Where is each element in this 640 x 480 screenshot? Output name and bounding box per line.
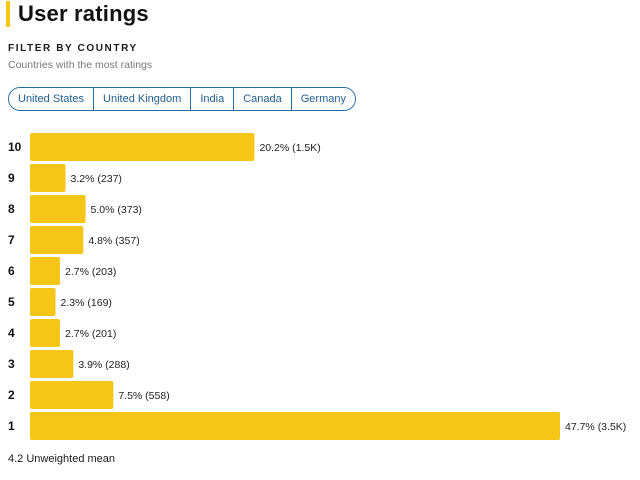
- country-chip-canada[interactable]: Canada: [234, 88, 292, 110]
- unweighted-mean: 4.2 Unweighted mean: [8, 453, 116, 465]
- rating-value-label-9: 3.2% (237): [71, 173, 122, 185]
- page-header: User ratings: [6, 0, 149, 28]
- rating-value-label-10: 20.2% (1.5K): [259, 142, 320, 154]
- rating-value-label-8: 5.0% (373): [91, 204, 142, 216]
- rating-bar-8[interactable]: [30, 195, 86, 223]
- rating-label-5: 5: [8, 295, 15, 309]
- title-accent-bar: [6, 1, 10, 27]
- rating-value-label-2: 7.5% (558): [118, 390, 169, 402]
- rating-bar-5[interactable]: [30, 288, 56, 316]
- rating-value-label-3: 3.9% (288): [78, 359, 129, 371]
- country-chip-india[interactable]: India: [191, 88, 235, 110]
- page-title: User ratings: [18, 1, 149, 26]
- ratings-bar-chart: 10 20.2% (1.5K) 9 3.2% (237) 8 5.0% (373) 7 4.8…: [8, 133, 626, 440]
- rating-label-8: 8: [8, 202, 15, 216]
- rating-label-1: 1: [8, 419, 15, 433]
- rating-bar-4[interactable]: [30, 319, 60, 347]
- country-chip-germany[interactable]: Germany: [291, 88, 355, 110]
- rating-value-label-1: 47.7% (3.5K): [565, 421, 626, 433]
- rating-value-label-6: 2.7% (203): [65, 266, 116, 278]
- rating-bar-1[interactable]: [30, 412, 560, 440]
- rating-bar-6[interactable]: [30, 257, 60, 285]
- country-chip-united-kingdom[interactable]: United Kingdom: [94, 88, 192, 110]
- rating-bar-7[interactable]: [30, 226, 84, 254]
- rating-label-6: 6: [8, 264, 15, 278]
- rating-bar-3[interactable]: [30, 350, 74, 378]
- rating-value-label-5: 2.3% (169): [61, 297, 112, 309]
- rating-label-7: 7: [8, 233, 15, 247]
- rating-bar-2[interactable]: [30, 381, 114, 409]
- rating-label-9: 9: [8, 171, 15, 185]
- rating-label-10: 10: [8, 140, 22, 154]
- rating-label-3: 3: [8, 357, 15, 371]
- rating-label-4: 4: [8, 326, 15, 340]
- rating-bar-9[interactable]: [30, 164, 66, 192]
- rating-value-label-4: 2.7% (201): [65, 328, 116, 340]
- country-chip-united-states[interactable]: United States: [9, 88, 95, 110]
- filter-subtitle: Countries with the most ratings: [8, 59, 153, 71]
- filter-label: FILTER BY COUNTRY: [8, 43, 138, 54]
- rating-bar-10[interactable]: [30, 133, 255, 161]
- rating-value-label-7: 4.8% (357): [88, 235, 139, 247]
- rating-label-2: 2: [8, 388, 15, 402]
- country-filter-group: United States United Kingdom India Canad…: [8, 87, 356, 111]
